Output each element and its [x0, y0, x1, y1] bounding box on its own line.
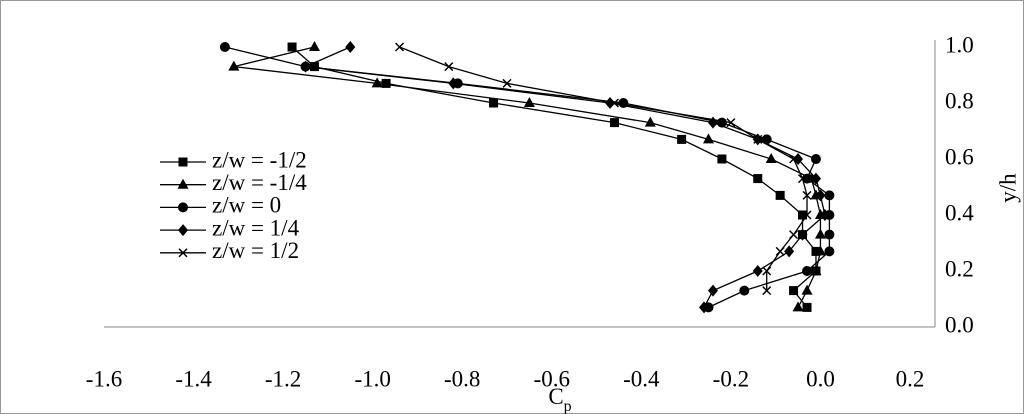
y-tick-label: 0.6 [945, 144, 974, 169]
data-point [717, 155, 726, 164]
x-tick-label: -0.6 [534, 366, 570, 391]
data-point [824, 230, 834, 240]
data-point [753, 265, 763, 277]
data-point [382, 79, 391, 88]
x-tick-label: -1.6 [86, 366, 122, 391]
data-point [802, 266, 812, 276]
y-tick-label: 0.2 [945, 256, 974, 281]
data-point [708, 285, 718, 297]
data-point [815, 229, 826, 239]
legend-label: z/w = 0 [212, 193, 281, 218]
legend-label: z/w = 1/4 [212, 215, 300, 240]
y-axis-label: y/h [995, 173, 1020, 203]
data-point [790, 231, 798, 239]
series-line [292, 47, 816, 307]
data-point [677, 135, 686, 144]
legend-label: z/w = 1/2 [212, 238, 299, 263]
chart-border [1, 1, 1024, 414]
data-point [824, 190, 834, 200]
legend-marker [178, 224, 188, 236]
data-point [345, 41, 355, 53]
x-tick-label: -0.8 [444, 366, 480, 391]
x-tick-label: -1.2 [265, 366, 301, 391]
y-tick-label: 0.4 [945, 200, 974, 225]
data-point [739, 286, 749, 296]
data-point [803, 303, 812, 312]
data-point [811, 154, 821, 164]
x-tick-label: -1.0 [354, 366, 390, 391]
data-point [793, 301, 804, 311]
series-line [234, 47, 821, 307]
data-point [776, 191, 785, 200]
legend-marker [178, 202, 188, 212]
x-tick-label: 0.0 [806, 366, 835, 391]
x-tick-label: 0.2 [896, 366, 925, 391]
x-tick-label: -1.4 [175, 366, 212, 391]
data-point [753, 174, 762, 183]
legend-marker [179, 158, 188, 167]
y-tick-label: 1.0 [945, 32, 974, 57]
data-point [309, 41, 320, 51]
data-point [288, 43, 297, 52]
data-point [776, 247, 784, 255]
data-point [220, 42, 230, 52]
y-tick-label: 0.0 [945, 312, 974, 337]
data-point [802, 285, 813, 295]
x-tick-label: -0.4 [623, 366, 660, 391]
legend-label: z/w = -1/4 [212, 170, 307, 195]
y-tick-label: 0.8 [945, 88, 974, 113]
x-axis-label-sub: p [564, 398, 572, 414]
data-point [789, 286, 798, 295]
legend-label: z/w = -1/2 [212, 147, 307, 172]
data-point [396, 43, 404, 51]
data-point [824, 246, 834, 256]
data-point [489, 99, 498, 108]
data-point [798, 211, 807, 220]
chart: Cp y/h -1.6-1.4-1.2-1.0-0.8-0.6-0.4-0.20… [0, 0, 1024, 414]
data-point [445, 63, 453, 71]
series-line [225, 47, 830, 307]
data-point [610, 118, 619, 127]
x-tick-label: -0.2 [713, 366, 749, 391]
legend-marker [178, 179, 189, 189]
